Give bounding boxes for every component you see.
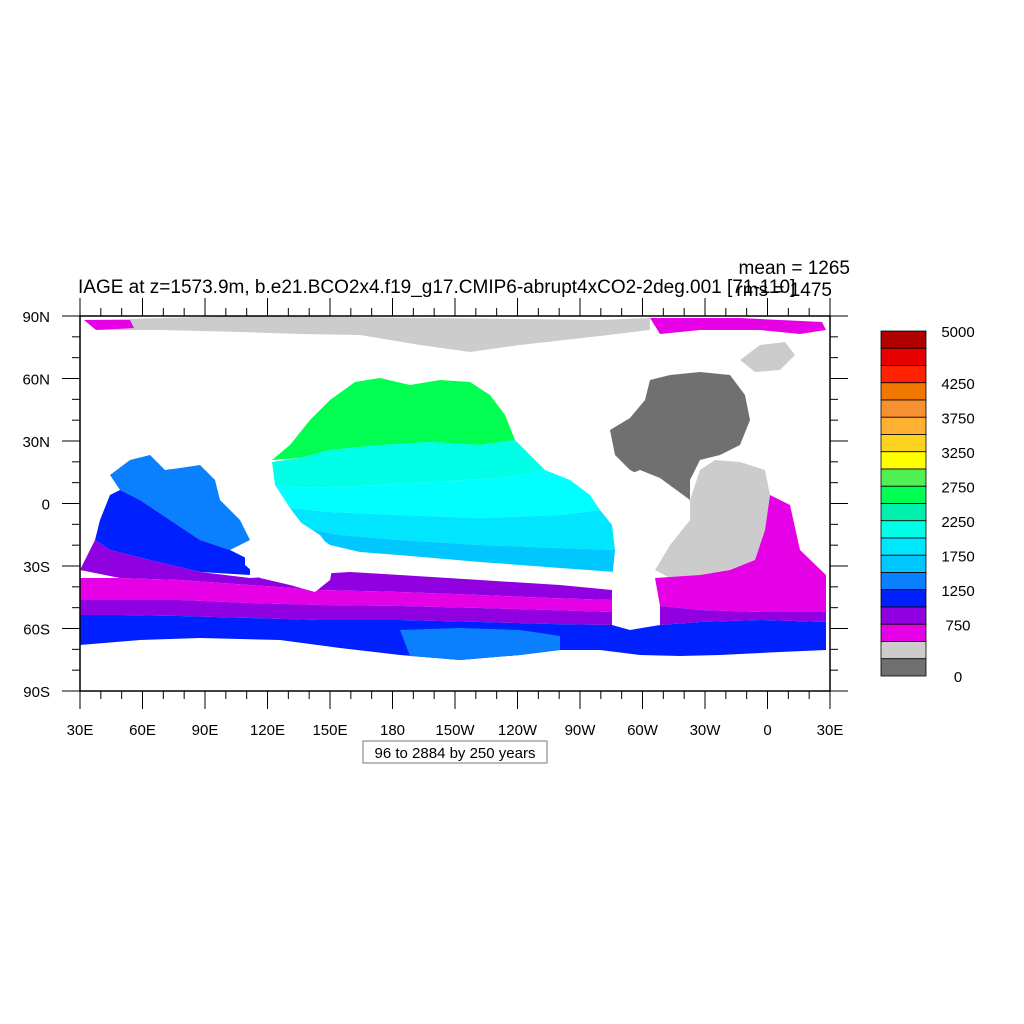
lon-tick-label: 30W bbox=[690, 722, 722, 739]
colorbar-box bbox=[880, 365, 927, 384]
colorbar-box bbox=[880, 416, 927, 435]
colorbar-label: 750 bbox=[945, 617, 970, 634]
lat-tick-label: 30S bbox=[23, 559, 50, 576]
contour-note: 96 to 2884 by 250 years bbox=[375, 745, 536, 762]
south-pacific-lightcyan bbox=[290, 508, 615, 550]
south-america bbox=[612, 470, 690, 620]
north-pacific-green bbox=[272, 378, 515, 460]
colorbar-label: 3750 bbox=[941, 410, 974, 427]
colorbar-label: 4250 bbox=[941, 376, 974, 393]
lon-tick-label: 30E bbox=[817, 722, 844, 739]
lon-tick-label: 0 bbox=[763, 722, 771, 739]
colorbar-box bbox=[880, 468, 927, 487]
greenland-gray bbox=[740, 342, 795, 372]
colorbar-box bbox=[880, 572, 927, 591]
lat-tick-label: 30N bbox=[22, 434, 50, 451]
colorbar-box bbox=[880, 520, 927, 539]
lon-tick-label: 60E bbox=[129, 722, 156, 739]
lon-tick-label: 180 bbox=[380, 722, 405, 739]
colorbar-box bbox=[880, 330, 927, 349]
colorbar-label: 5000 bbox=[941, 324, 974, 341]
colorbar-box bbox=[880, 658, 927, 677]
colorbar-box bbox=[880, 451, 927, 470]
arctic-magenta-west bbox=[84, 320, 134, 330]
contour-note-box bbox=[362, 740, 548, 764]
mean-stat: mean = 1265 bbox=[739, 258, 850, 279]
rms-stat: rms = 1475 bbox=[736, 280, 832, 301]
australia bbox=[245, 522, 335, 592]
colorbar-label: 0 bbox=[954, 669, 962, 686]
plot-title: IAGE at z=1573.9m, b.e21.BCO2x4.f19_g17.… bbox=[78, 277, 795, 298]
colorbar-label: 1750 bbox=[941, 548, 974, 565]
lon-tick-label: 30E bbox=[67, 722, 94, 739]
colorbar-label: 2750 bbox=[941, 479, 974, 496]
colorbar: 5000 4250 3750 3250 2750 2250 1750 1250 750 0 bbox=[880, 324, 975, 686]
indian-blue bbox=[95, 490, 250, 575]
colorbar-box bbox=[880, 641, 927, 660]
southern-midblue-patch bbox=[400, 628, 560, 660]
colorbar-box bbox=[880, 606, 927, 625]
colorbar-box bbox=[880, 589, 927, 608]
north-pacific-teal bbox=[272, 440, 545, 488]
indian-purple bbox=[80, 540, 612, 600]
colorbar-label: 3250 bbox=[941, 445, 974, 462]
latitude-axis: 90N 60N 30N 0 30S 60S 90S bbox=[22, 309, 50, 701]
lat-tick-label: 90N bbox=[22, 309, 50, 326]
axis-ticks bbox=[62, 298, 848, 709]
lon-tick-label: 150W bbox=[435, 722, 475, 739]
colorbar-box bbox=[880, 485, 927, 504]
lon-tick-label: 150E bbox=[312, 722, 347, 739]
colorbar-box bbox=[880, 382, 927, 401]
colorbar-label: 2250 bbox=[941, 514, 974, 531]
lon-tick-label: 90E bbox=[192, 722, 219, 739]
atlantic-dark bbox=[610, 372, 750, 500]
equatorial-cyan bbox=[275, 470, 600, 518]
lat-tick-label: 0 bbox=[42, 497, 50, 514]
southern-magenta bbox=[80, 578, 612, 612]
south-pacific-lightblue bbox=[305, 528, 615, 572]
south-atlantic-magenta bbox=[655, 495, 826, 612]
lat-tick-label: 60N bbox=[22, 372, 50, 389]
lat-tick-label: 90S bbox=[23, 684, 50, 701]
longitude-axis: 30E 60E 90E 120E 150E 180 150W 120W 90W 60W 30W 0 30… bbox=[67, 722, 844, 739]
lon-tick-label: 120E bbox=[250, 722, 285, 739]
colorbar-box bbox=[880, 503, 927, 522]
lon-tick-label: 120W bbox=[498, 722, 538, 739]
colorbar-label: 1250 bbox=[941, 583, 974, 600]
arctic-cap bbox=[84, 316, 650, 352]
south-atlantic-purple bbox=[660, 606, 826, 625]
southern-purple bbox=[80, 600, 612, 625]
lat-tick-label: 60S bbox=[23, 622, 50, 639]
indian-midblue bbox=[110, 455, 250, 550]
south-atlantic-gray bbox=[655, 460, 770, 578]
colorbar-box bbox=[880, 347, 927, 366]
colorbar-box bbox=[880, 623, 927, 642]
colorbar-box bbox=[880, 399, 927, 418]
colorbar-box bbox=[880, 434, 927, 453]
arctic-magenta bbox=[650, 318, 826, 334]
colorbar-box bbox=[880, 554, 927, 573]
lon-tick-label: 60W bbox=[627, 722, 659, 739]
map-fields bbox=[80, 316, 826, 660]
lon-tick-label: 90W bbox=[565, 722, 597, 739]
colorbar-box bbox=[880, 537, 927, 556]
